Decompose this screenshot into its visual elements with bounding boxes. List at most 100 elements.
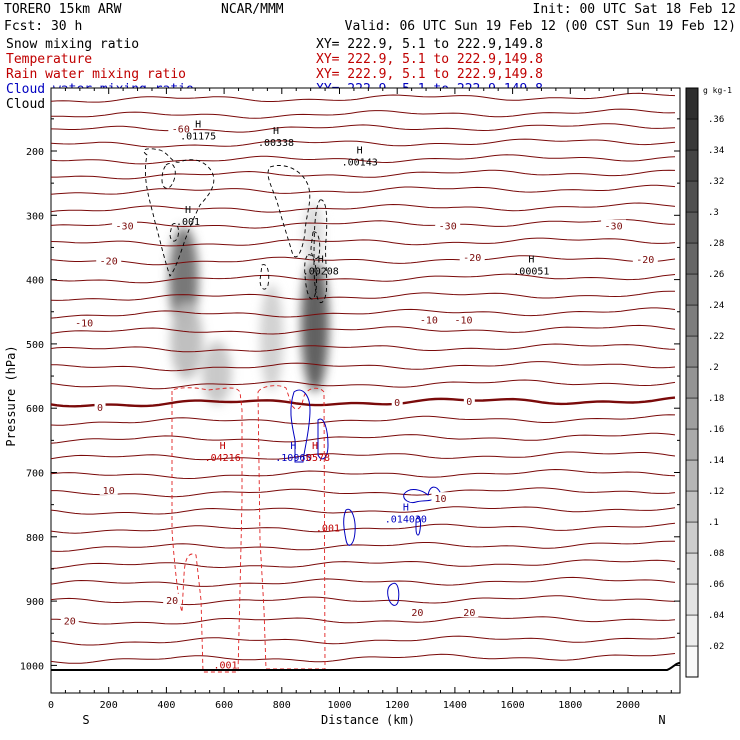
extremum-value: .001 [176, 217, 200, 228]
rain-water-contours [171, 385, 326, 673]
colorbar-cell [685, 304, 699, 337]
x-tick-label: 800 [273, 700, 291, 711]
isotherm-label-bg [601, 219, 627, 231]
colorbar-tick-label: .36 [708, 115, 724, 125]
x-tick-label: 1200 [385, 700, 409, 711]
cloud-ice-contour-6 [304, 254, 317, 300]
x-axis: 0 200 400 600 800 1000 1200 1400 1600 1800 2000 [48, 88, 672, 711]
isotherm [51, 506, 676, 515]
y-tick-label: 700 [26, 469, 44, 480]
isotherm [51, 219, 675, 229]
colorbar-tick-label: .32 [708, 177, 724, 187]
x-tick-label: 200 [100, 700, 118, 711]
colorbar-tick-label: .16 [708, 425, 724, 435]
colorbar-cell [685, 335, 699, 368]
isotherm-label: -30 [116, 222, 134, 233]
isotherm [51, 487, 676, 498]
field-name: Snow mixing ratio [6, 37, 139, 52]
y-tick-label: 900 [26, 597, 44, 608]
colorbar-tick-label: .08 [708, 549, 724, 559]
colorbar-cell [685, 428, 699, 461]
colorbar-cell [685, 645, 699, 678]
isotherm-label: 20 [64, 616, 76, 627]
extremum-value: .01175 [180, 132, 216, 143]
isotherm-labels: -60 -30 -30 -30 -20 -20 -20 -10 -10 -10 0 0 0 10 10 20 2… [60, 122, 658, 627]
cloud-ice-contour-4 [267, 165, 311, 258]
cloud-ice-contours [143, 148, 328, 303]
isotherm [51, 414, 676, 426]
isotherm-label: 20 [166, 596, 178, 607]
isotherm-label-bg [435, 219, 461, 231]
isotherm [51, 123, 676, 133]
y-tick-label: 800 [26, 533, 44, 544]
isotherm-label-bg [416, 313, 442, 325]
colorbar-tick-label: .1 [708, 518, 719, 528]
isotherm [51, 290, 676, 301]
cloud-ice-contour-3 [169, 223, 179, 242]
isotherm [51, 154, 676, 165]
extremum-mark: H [185, 205, 191, 216]
extremum-mark: H [195, 120, 201, 131]
isotherm-label-bg [391, 395, 403, 407]
isotherm-label-bg [96, 254, 122, 266]
isotherm [51, 108, 676, 119]
extremum-mark: H [403, 502, 409, 513]
isotherm-label-bg [632, 253, 658, 265]
x-tick-label: 1400 [443, 700, 467, 711]
field-xy: XY= 222.9, 5.1 to 222.9,149.8 [316, 37, 543, 52]
isotherm-label-bg [99, 483, 118, 495]
colorbar-cell [685, 149, 699, 182]
x-axis-label: Distance (km) [321, 713, 415, 727]
isotherm-label: 0 [466, 397, 472, 408]
north-label: N [658, 713, 665, 727]
colorbar-tick-label: .22 [708, 332, 724, 342]
isotherm-label: 0 [394, 398, 400, 409]
isotherm-label: -30 [605, 222, 623, 233]
colorbar-tick-label: .2 [708, 363, 719, 373]
isotherm [51, 635, 676, 646]
isotherm-label: -20 [636, 255, 654, 266]
isotherm [51, 237, 676, 247]
colorbar-tick-label: .26 [708, 270, 724, 280]
cloud-water-contour-1 [290, 389, 311, 463]
extremum-mark: H [318, 255, 324, 266]
extremum-value: .00143 [342, 157, 378, 168]
colorbar-cell [685, 118, 699, 151]
cloud-water-contour-4 [387, 582, 400, 606]
field-xy: XY= 222.9, 5.1 to 222.9,149.8 [316, 67, 543, 82]
x-tick-label: 400 [157, 700, 175, 711]
isotherm-label-bg [460, 606, 479, 618]
colorbar-tick-label: .06 [708, 580, 724, 590]
isotherm [51, 616, 676, 625]
isotherm-label-bg [463, 395, 475, 407]
isotherm-label: 10 [434, 494, 446, 505]
isotherm-label: -30 [439, 222, 457, 233]
isotherm [51, 576, 676, 587]
colorbar-tick-label: .02 [708, 642, 724, 652]
isotherm [51, 324, 676, 335]
isotherm-label: -10 [75, 319, 93, 330]
isotherm [51, 379, 676, 390]
cloud-water-contour-6 [415, 516, 421, 536]
isotherm-label: -10 [455, 315, 473, 326]
y-tick-label: 400 [26, 276, 44, 287]
cloud-ice-contour-2 [161, 163, 176, 189]
extremum-value: .04216 [205, 453, 241, 464]
colorbar-tick-label: .12 [708, 487, 724, 497]
isotherm-label-bg [60, 614, 79, 626]
colorbar-tick-label: .18 [708, 394, 724, 404]
isotherm-label: -20 [463, 253, 481, 264]
x-tick-label: 600 [215, 700, 233, 711]
extremum-value: .00338 [258, 138, 294, 149]
isotherm-label: -60 [172, 124, 190, 135]
extremum-value: .0578 [300, 453, 330, 464]
cloud-ice-contour-7 [259, 264, 270, 290]
extremum-mark: H [312, 441, 318, 452]
extremum-mark: H [220, 441, 226, 452]
extremum-mark: H [290, 441, 296, 452]
isotherm [51, 361, 676, 372]
y-tick-label: 1000 [20, 661, 44, 672]
y-tick-label: 200 [26, 147, 44, 158]
